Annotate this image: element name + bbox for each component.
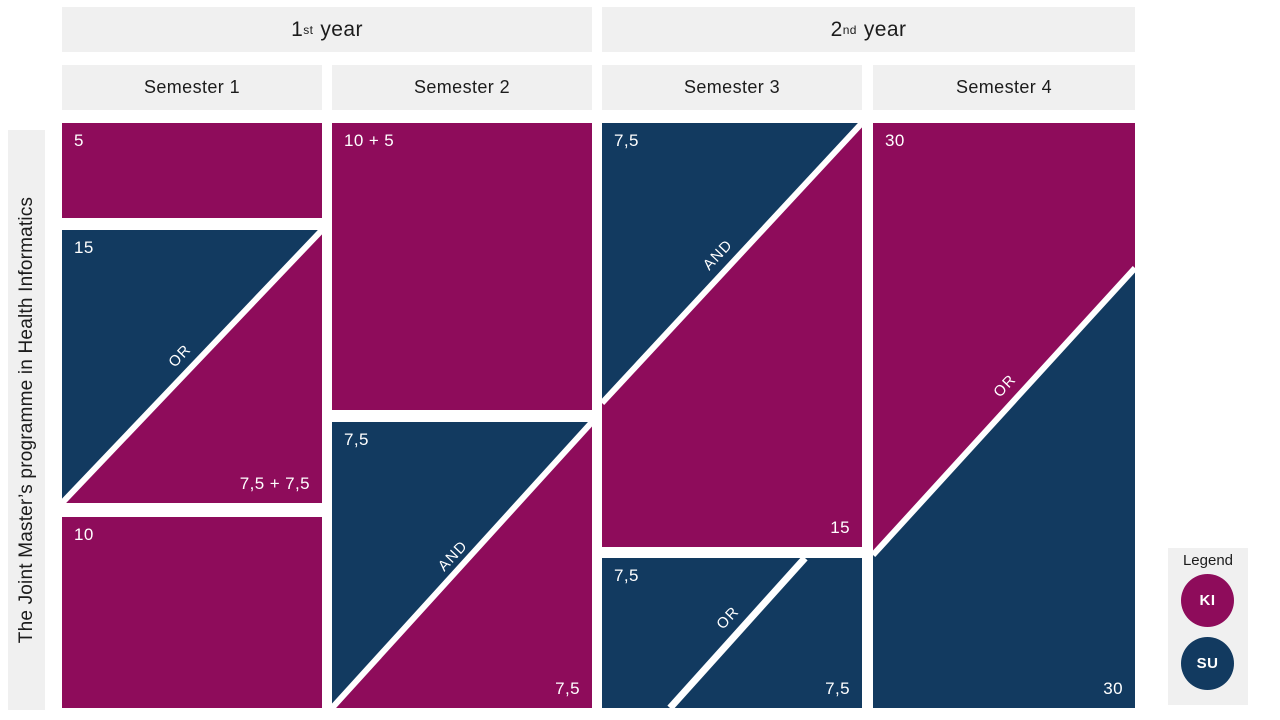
legend-panel: Legend KI SU	[1168, 548, 1248, 705]
semester-3-header: Semester 3	[602, 65, 862, 110]
block-sem4-or-split: 30 30 OR	[873, 123, 1135, 708]
credits-label: 10	[74, 525, 94, 544]
year-2-number: 2	[830, 17, 843, 41]
block-sem2-and-split: 7,5 7,5 AND	[332, 422, 592, 708]
and-split-graphic	[332, 422, 592, 708]
ki-region	[873, 123, 1135, 555]
legend-title: Legend	[1182, 552, 1234, 569]
credits-label: 7,5	[825, 679, 850, 698]
split-divider-line	[667, 558, 808, 708]
programme-title-bar: The Joint Master’s programme in Health I…	[8, 130, 45, 710]
block-sem3-or-split: 7,5 7,5 OR	[602, 558, 862, 708]
block-sem3-and-split: 7,5 15 AND	[602, 123, 862, 547]
split-divider-line	[332, 422, 592, 708]
or-split-graphic	[62, 230, 322, 503]
legend-ki-swatch: KI	[1181, 574, 1234, 627]
split-divider-line	[62, 230, 322, 503]
or-split-graphic	[602, 558, 862, 708]
programme-title: The Joint Master’s programme in Health I…	[15, 196, 37, 644]
legend-ki-label: KI	[1199, 592, 1216, 609]
year-1-word: year	[320, 17, 363, 41]
block-sem1-or-split: 15 7,5 + 7,5 OR	[62, 230, 322, 503]
credits-label: 5	[74, 131, 84, 150]
split-divider-line	[602, 123, 862, 406]
credits-label: 30	[885, 131, 905, 150]
credits-label: 7,5	[614, 131, 639, 150]
year-2-word: year	[863, 17, 907, 41]
credits-label: 30	[1103, 679, 1123, 698]
legend-su-label: SU	[1196, 655, 1219, 672]
semester-4-header: Semester 4	[873, 65, 1135, 110]
credits-label: 15	[74, 238, 94, 257]
credits-label: 10 + 5	[344, 131, 395, 150]
semester-1-header: Semester 1	[62, 65, 322, 110]
year-1-number: 1	[291, 17, 304, 41]
credits-label: 7,5 + 7,5	[239, 474, 310, 493]
semester-2-header: Semester 2	[332, 65, 592, 110]
block-sem1-bottom-ki: 10	[62, 517, 322, 708]
credits-label: 7,5	[555, 679, 580, 698]
and-split-graphic	[602, 123, 862, 547]
credits-label: 7,5	[344, 430, 369, 449]
block-sem1-top-ki: 5	[62, 123, 322, 218]
credits-label: 7,5	[614, 566, 639, 585]
split-divider-line	[873, 265, 1135, 558]
legend-su-swatch: SU	[1181, 637, 1234, 690]
credits-label: 15	[830, 518, 850, 537]
su-region	[602, 558, 862, 708]
block-sem2-top-ki: 10 + 5	[332, 123, 592, 410]
or-split-graphic	[873, 123, 1135, 708]
